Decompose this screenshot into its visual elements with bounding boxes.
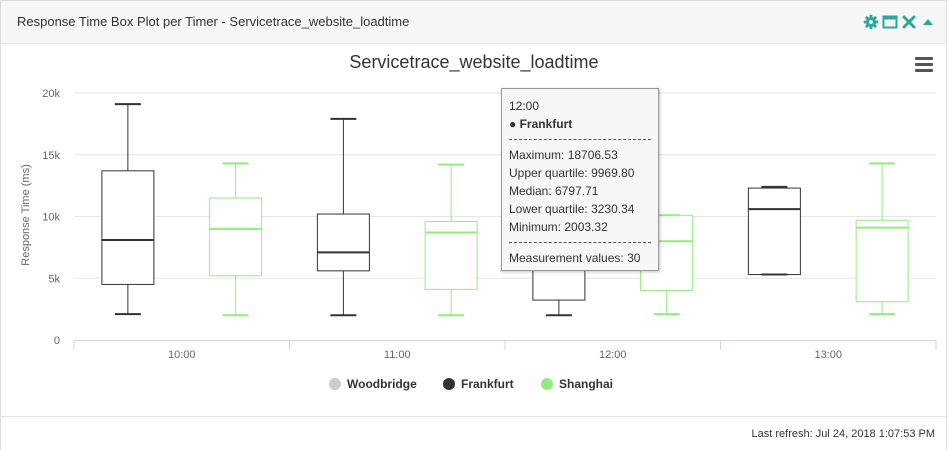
chart-area: Servicetrace_website_loadtime Response T… bbox=[1, 44, 946, 416]
box-plot-frankfurt[interactable] bbox=[316, 117, 370, 317]
legend-item-shanghai[interactable]: Shanghai bbox=[541, 377, 613, 391]
box-plot-shanghai[interactable] bbox=[424, 163, 478, 317]
y-tick-label: 10k bbox=[42, 212, 60, 224]
tooltip-median: Median: 6797.71 bbox=[509, 182, 651, 200]
tooltip-maximum-label: Maximum: bbox=[509, 148, 565, 162]
box-plot-frankfurt[interactable] bbox=[101, 103, 155, 316]
gear-icon[interactable] bbox=[863, 14, 879, 30]
x-tick-label: 10:00 bbox=[168, 349, 196, 361]
panel-header-icons bbox=[860, 13, 936, 31]
box-plot-frankfurt[interactable] bbox=[747, 185, 801, 276]
panel-title: Response Time Box Plot per Timer - Servi… bbox=[17, 14, 410, 29]
y-tick-label: 0 bbox=[54, 335, 60, 347]
x-tick-label: 11:00 bbox=[384, 349, 411, 361]
y-tick-label: 15k bbox=[42, 150, 60, 162]
tooltip-series-bullet: ● bbox=[509, 117, 517, 131]
chart-title: Servicetrace_website_loadtime bbox=[349, 52, 598, 73]
tooltip-minimum: Minimum: 2003.32 bbox=[509, 218, 651, 236]
close-icon[interactable] bbox=[901, 14, 917, 30]
legend-item-woodbridge[interactable]: Woodbridge bbox=[329, 377, 417, 391]
tooltip-lower-quartile-value: 3230.34 bbox=[591, 202, 635, 216]
last-refresh-timestamp: Last refresh: Jul 24, 2018 1:07:53 PM bbox=[751, 428, 935, 440]
tooltip-median-label: Median: bbox=[509, 184, 552, 198]
tooltip-series-name: Frankfurt bbox=[519, 117, 573, 131]
tooltip-series-row: ● Frankfurt bbox=[509, 115, 651, 133]
panel-footer: Last refresh: Jul 24, 2018 1:07:53 PM bbox=[1, 416, 946, 450]
tooltip-upper-quartile-label: Upper quartile: bbox=[509, 166, 588, 180]
panel-header: Response Time Box Plot per Timer - Servi… bbox=[1, 1, 946, 44]
tooltip-lower-quartile-label: Lower quartile: bbox=[509, 202, 588, 216]
tooltip-median-value: 6797.71 bbox=[555, 184, 599, 198]
legend-label: Woodbridge bbox=[347, 377, 417, 391]
y-axis-label: Response Time (ms) bbox=[20, 164, 32, 265]
tooltip-lower-quartile: Lower quartile: 3230.34 bbox=[509, 200, 651, 218]
legend-marker bbox=[541, 378, 553, 390]
tooltip-minimum-label: Minimum: bbox=[509, 220, 562, 234]
legend-marker bbox=[443, 378, 455, 390]
tooltip-minimum-value: 2003.32 bbox=[564, 220, 608, 234]
tooltip-maximum-value: 18706.53 bbox=[567, 148, 618, 162]
box-body[interactable] bbox=[316, 213, 370, 272]
tooltip-category: 12:00 bbox=[509, 99, 540, 113]
tooltip-upper-quartile: Upper quartile: 9969.80 bbox=[509, 164, 651, 182]
box-body[interactable] bbox=[855, 219, 909, 303]
chart-menu-icon[interactable] bbox=[915, 57, 933, 73]
legend-label: Frankfurt bbox=[461, 377, 514, 391]
box-body[interactable] bbox=[209, 197, 263, 277]
x-tick-label: 12:00 bbox=[599, 349, 627, 361]
tooltip-maximum: Maximum: 18706.53 bbox=[509, 146, 651, 164]
box-tooltip: 12:00 ● Frankfurt Maximum: 18706.53 Uppe… bbox=[501, 88, 659, 271]
box-plot-chart: Servicetrace_website_loadtime Response T… bbox=[20, 52, 937, 391]
tooltip-separator bbox=[509, 242, 651, 243]
tooltip-upper-quartile-value: 9969.80 bbox=[591, 166, 635, 180]
tooltip-measurements: Measurement values: 30 bbox=[509, 249, 651, 267]
box-body[interactable] bbox=[747, 187, 801, 276]
legend-label: Shanghai bbox=[559, 377, 613, 391]
x-tick-label: 13:00 bbox=[814, 349, 842, 361]
box-body[interactable] bbox=[101, 170, 155, 285]
tooltip-measurements-label: Measurement values: bbox=[509, 251, 624, 265]
box-plot-shanghai[interactable] bbox=[209, 162, 263, 317]
tooltip-measurements-value: 30 bbox=[627, 251, 641, 265]
legend-item-frankfurt[interactable]: Frankfurt bbox=[443, 377, 514, 391]
y-tick-label: 20k bbox=[42, 88, 60, 100]
legend-marker bbox=[329, 378, 341, 390]
y-tick-label: 5k bbox=[48, 273, 60, 285]
tooltip-separator bbox=[509, 139, 651, 140]
collapse-arrow-icon[interactable] bbox=[920, 14, 936, 30]
box-plot-shanghai[interactable] bbox=[855, 162, 909, 316]
maximize-icon[interactable] bbox=[882, 14, 898, 30]
